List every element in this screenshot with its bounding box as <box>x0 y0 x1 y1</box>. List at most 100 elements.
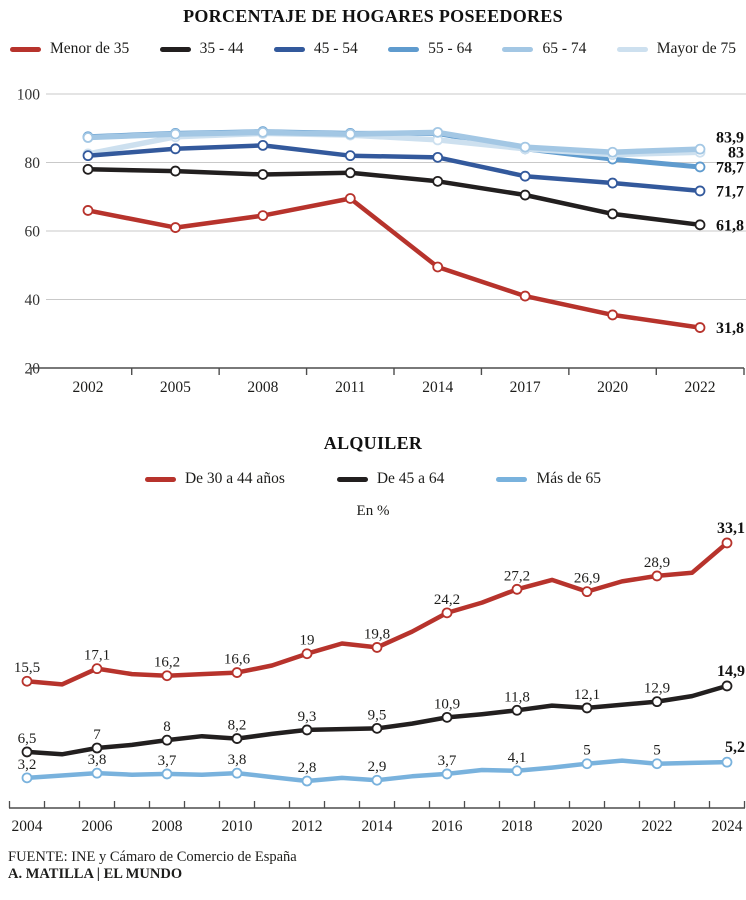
series-end-label: 78,7 <box>716 159 744 176</box>
data-point-marker <box>607 208 618 220</box>
data-point-marker <box>301 648 313 660</box>
series-end-label: 33,1 <box>717 520 745 537</box>
y-axis-tick-label: 80 <box>25 155 41 172</box>
chart1-title: PORCENTAJE DE HOGARES POSEEDORES <box>183 6 563 26</box>
x-axis-tick-label: 2004 <box>12 818 43 835</box>
data-point-marker <box>170 128 181 140</box>
data-point-marker <box>257 210 269 221</box>
data-point-marker <box>344 167 356 179</box>
data-point-marker <box>432 261 444 273</box>
legend-swatch <box>273 46 305 52</box>
x-axis-tick-label: 2014 <box>362 818 393 835</box>
y-axis-tick-label: 60 <box>25 224 41 241</box>
legend-swatch <box>10 46 41 52</box>
point-value-label: 2,8 <box>298 760 317 776</box>
point-value-label: 3,2 <box>18 757 37 773</box>
data-point-marker <box>581 702 593 714</box>
data-point-marker <box>161 670 173 682</box>
point-value-label: 26,9 <box>574 571 600 587</box>
data-point-marker <box>170 143 181 155</box>
data-point-marker <box>651 570 663 582</box>
legend-item: Menor de 35 <box>10 40 129 58</box>
data-point-marker <box>581 758 593 770</box>
legend-item: De 30 a 44 años <box>144 470 285 488</box>
data-point-marker <box>651 696 663 708</box>
point-value-label: 3,8 <box>228 752 247 768</box>
series-end-label: 83,9 <box>716 129 744 146</box>
legend-swatch <box>502 46 534 52</box>
data-point-marker <box>441 607 453 619</box>
point-value-label: 5 <box>653 743 661 759</box>
data-point-marker <box>161 734 173 746</box>
data-point-marker <box>694 322 706 333</box>
chart2-legend: De 30 a 44 años De 45 a 64 Más de 65 <box>0 470 746 488</box>
point-value-label: 17,1 <box>84 648 110 664</box>
chart1-legend: Menor de 35 35 - 44 45 - 54 55 - 64 65 - 74 M… <box>0 40 746 58</box>
data-point-marker <box>301 724 313 736</box>
x-axis-tick-label: 2010 <box>222 818 253 835</box>
data-point-marker <box>257 126 269 138</box>
data-point-marker <box>257 139 269 151</box>
chart1-plot-homeownership: 20 40 60 80 100 2002 2005 2008 2011 2014 2017 2020 2… <box>17 87 746 396</box>
legend-label: De 45 a 64 <box>376 470 445 487</box>
data-point-marker <box>581 586 593 598</box>
data-point-marker <box>344 128 356 140</box>
legend-item: 55 - 64 <box>388 40 472 58</box>
series-end-label: 31,8 <box>716 320 744 337</box>
point-value-label: 10,9 <box>434 696 460 712</box>
series-line <box>85 129 703 155</box>
data-point-marker <box>511 704 523 716</box>
legend-label: 45 - 54 <box>313 40 358 57</box>
x-axis-tick-label: 2012 <box>292 818 323 835</box>
legend-label: 65 - 74 <box>542 40 587 57</box>
legend-item: 35 - 44 <box>159 40 244 58</box>
data-point-marker <box>651 758 663 770</box>
data-point-marker <box>432 151 444 163</box>
point-value-label: 7 <box>93 727 101 743</box>
data-point-marker <box>721 537 733 549</box>
data-point-marker <box>82 150 94 162</box>
legend-label: Más de 65 <box>536 470 602 487</box>
data-point-marker <box>91 663 103 675</box>
series-end-label: 61,8 <box>716 217 744 234</box>
point-value-label: 15,5 <box>14 660 40 676</box>
series-line <box>85 143 703 194</box>
chart2-title: ALQUILER <box>323 433 423 453</box>
data-point-marker <box>82 132 94 143</box>
legend-swatch <box>496 476 528 482</box>
data-point-marker <box>82 163 94 175</box>
data-point-marker <box>91 742 103 754</box>
point-value-label: 5 <box>583 743 591 759</box>
legend-swatch <box>388 46 420 52</box>
x-axis-tick-label: 2011 <box>335 379 365 396</box>
data-point-marker <box>21 772 33 784</box>
series-end-label: 71,7 <box>716 183 744 200</box>
point-value-label: 3,8 <box>88 752 107 768</box>
legend-swatch <box>159 46 191 52</box>
point-value-label: 8 <box>163 719 171 735</box>
point-value-label: 12,1 <box>574 687 600 703</box>
x-axis-tick-label: 2018 <box>502 818 533 835</box>
series-line <box>85 196 703 330</box>
source-note: FUENTE: INE y Cámaro de Comercio de Espa… <box>8 849 297 865</box>
point-value-label: 4,1 <box>508 750 527 766</box>
data-point-marker <box>231 667 243 678</box>
legend-swatch <box>616 46 648 52</box>
chart2-subtitle: En % <box>356 503 390 519</box>
x-axis-tick-label: 2002 <box>73 379 104 396</box>
x-axis-tick-label: 2024 <box>712 818 743 835</box>
x-axis-tick-label: 2008 <box>247 379 278 396</box>
y-axis-tick-label: 40 <box>25 292 41 309</box>
legend-label: Menor de 35 <box>50 40 130 57</box>
data-point-marker <box>432 126 444 138</box>
data-point-marker <box>607 309 618 321</box>
data-point-marker <box>371 642 383 653</box>
legend-item: 65 - 74 <box>502 40 586 58</box>
point-value-label: 28,9 <box>644 555 670 571</box>
data-point-marker <box>344 150 356 162</box>
legend-label: De 30 a 44 años <box>184 470 285 487</box>
data-point-marker <box>231 733 243 744</box>
data-point-marker <box>441 768 453 780</box>
x-axis-tick-label: 2020 <box>572 818 603 835</box>
data-point-marker <box>694 161 706 173</box>
